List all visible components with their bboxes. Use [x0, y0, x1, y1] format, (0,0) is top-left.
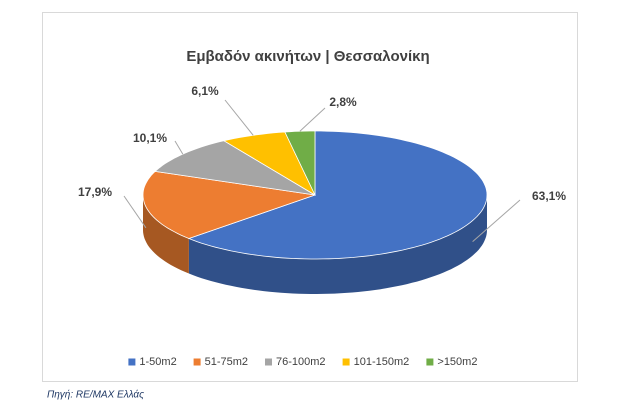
- source-note: Πηγή: RE/MAX Ελλάς: [47, 389, 144, 401]
- legend-swatch: [193, 358, 201, 366]
- legend-label: 51-75m2: [205, 356, 248, 368]
- chart-title: Εμβαδόν ακινήτων | Θεσσαλονίκη: [186, 48, 429, 65]
- legend-label: 101-150m2: [354, 356, 410, 368]
- slice: [187, 130, 488, 260]
- leader-line: [224, 99, 254, 136]
- legend-swatch: [265, 358, 272, 366]
- leader-line: [299, 107, 326, 132]
- legend-swatch: [342, 358, 350, 366]
- data-label: 6,1%: [191, 84, 219, 98]
- leader-line: [472, 199, 521, 242]
- legend-label: 1-50m2: [139, 356, 176, 368]
- data-label: 63,1%: [532, 189, 566, 203]
- data-label: 17,9%: [78, 185, 112, 199]
- legend-label: 76-100m2: [276, 356, 326, 368]
- data-label: 2,8%: [329, 95, 357, 109]
- slice-side: [143, 195, 189, 274]
- slice: [142, 170, 316, 239]
- data-label: 10,1%: [133, 131, 167, 145]
- legend-swatch: [128, 358, 136, 366]
- leader-line: [123, 195, 147, 229]
- legend-swatch: [426, 358, 434, 366]
- legend-label: >150m2: [437, 356, 477, 368]
- slice-side: [188, 195, 487, 294]
- leader-line: [174, 140, 184, 155]
